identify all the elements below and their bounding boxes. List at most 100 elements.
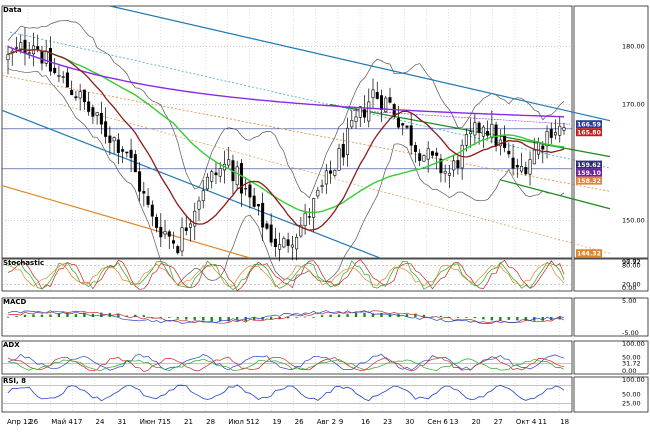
macd-bar <box>329 314 332 317</box>
y-tick-label: 31.72 <box>622 360 641 368</box>
candle-body <box>520 166 524 172</box>
x-tick-label: 11 <box>538 418 547 426</box>
x-tick-label: Окт 4 <box>516 418 537 426</box>
candle-body <box>515 165 519 168</box>
macd-bar <box>32 314 35 317</box>
macd-bar <box>354 312 358 317</box>
stochastic-line-red <box>7 259 565 292</box>
candle-body <box>554 132 558 136</box>
x-tick-label: 31 <box>118 418 127 426</box>
macd-bar <box>303 316 307 318</box>
candle-body <box>307 216 311 218</box>
macd-bar <box>151 317 154 318</box>
candle-body <box>269 224 273 243</box>
macd-bar <box>541 317 544 321</box>
candle-body <box>469 131 473 135</box>
candle-body <box>549 128 553 138</box>
candle-body <box>193 210 197 227</box>
candle-body <box>244 187 248 190</box>
macd-line-blue <box>7 310 565 324</box>
candle-body <box>341 143 345 158</box>
candle-body <box>61 76 65 78</box>
x-tick-label: 30 <box>405 418 414 426</box>
x-tick-label: Июн 7 <box>140 418 162 426</box>
macd-bar <box>499 317 502 321</box>
candle-body <box>409 125 413 146</box>
macd-bar <box>516 317 519 321</box>
x-tick-label: 18 <box>560 418 569 426</box>
candle-body <box>116 139 120 153</box>
candle-body <box>299 224 303 237</box>
candle-body <box>452 160 456 171</box>
x-tick-label: 28 <box>206 418 215 426</box>
candle-body <box>70 89 74 96</box>
macd-line-red <box>7 310 565 324</box>
macd-bar <box>490 317 494 321</box>
macd-bar <box>15 316 18 317</box>
candle-body <box>562 127 566 131</box>
candle-body <box>558 125 562 136</box>
candle-body <box>125 151 129 154</box>
candle-body <box>477 122 481 133</box>
x-tick-label: Июл 5 <box>228 418 250 426</box>
stochastic-line-green <box>7 260 565 291</box>
candle-body <box>354 116 358 122</box>
candle-body <box>133 154 137 173</box>
y-tick-label: 150.00 <box>622 216 645 224</box>
value-tag <box>576 128 602 137</box>
candle-body <box>430 151 434 156</box>
candle-body <box>358 106 362 118</box>
macd-bar <box>176 317 179 319</box>
candle-body <box>6 54 10 61</box>
value-tag <box>576 160 602 169</box>
candle-body <box>146 196 150 205</box>
x-tick-label: 21 <box>184 418 193 426</box>
candle-body <box>443 171 447 174</box>
y-tick-label: 5.00 <box>622 297 636 305</box>
candle-body <box>205 176 209 190</box>
candle-body <box>78 91 82 99</box>
value-tag-label: 165.80 <box>577 130 602 137</box>
macd-bar <box>117 314 120 317</box>
macd-bar <box>295 317 298 318</box>
macd-bar <box>227 317 230 322</box>
axis-frame-3 <box>573 297 649 337</box>
channel-blue-upper <box>109 5 611 122</box>
macd-bar <box>269 317 273 320</box>
candle-body <box>201 190 205 202</box>
candle-body <box>167 231 171 237</box>
channel-purple-dotted <box>349 109 571 125</box>
panel-frame-4 <box>1 340 573 375</box>
candle-body <box>282 238 286 248</box>
x-tick-label: Авг 2 <box>317 418 336 426</box>
y-tick-label: 170.00 <box>622 100 645 108</box>
candle-body <box>329 170 333 174</box>
macd-bar <box>363 313 366 317</box>
y-tick-label: 90.92 <box>622 258 641 266</box>
value-tag-label: 144.32 <box>577 251 601 258</box>
candle-body <box>379 95 383 110</box>
candle-body <box>295 236 299 250</box>
candle-body <box>464 134 468 146</box>
x-tick-label: 16 <box>361 418 370 426</box>
x-tick-label: 26 <box>29 418 38 426</box>
candle-body <box>129 149 133 158</box>
candle-body <box>494 124 498 146</box>
channel-blue-lower <box>1 109 381 259</box>
value-tag <box>576 249 602 258</box>
candle-body <box>524 167 528 175</box>
moving-average-purple <box>7 45 565 118</box>
candle-body <box>320 185 324 187</box>
value-tag-label: 166.59 <box>577 122 601 129</box>
candle-body <box>210 171 214 182</box>
macd-bar <box>346 314 349 317</box>
macd-bar <box>507 317 511 320</box>
candle-body <box>138 171 142 192</box>
candle-body <box>324 170 328 185</box>
macd-bar <box>405 314 409 317</box>
candle-body <box>150 204 154 217</box>
candle-body <box>197 200 201 210</box>
y-tick-label: 25.00 <box>622 399 641 407</box>
candle-body <box>112 137 116 142</box>
